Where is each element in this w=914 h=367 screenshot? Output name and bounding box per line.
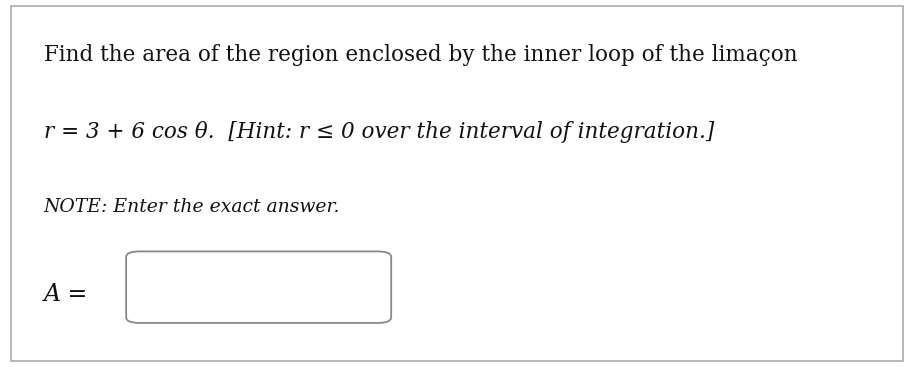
- Text: NOTE: Enter the exact answer.: NOTE: Enter the exact answer.: [44, 198, 340, 216]
- Text: Find the area of the region enclosed by the inner loop of the limaçon: Find the area of the region enclosed by …: [44, 44, 798, 66]
- Text: A =: A =: [44, 283, 88, 306]
- Text: r = 3 + 6 cos θ.  [Hint: r ≤ 0 over the interval of integration.]: r = 3 + 6 cos θ. [Hint: r ≤ 0 over the i…: [44, 121, 714, 143]
